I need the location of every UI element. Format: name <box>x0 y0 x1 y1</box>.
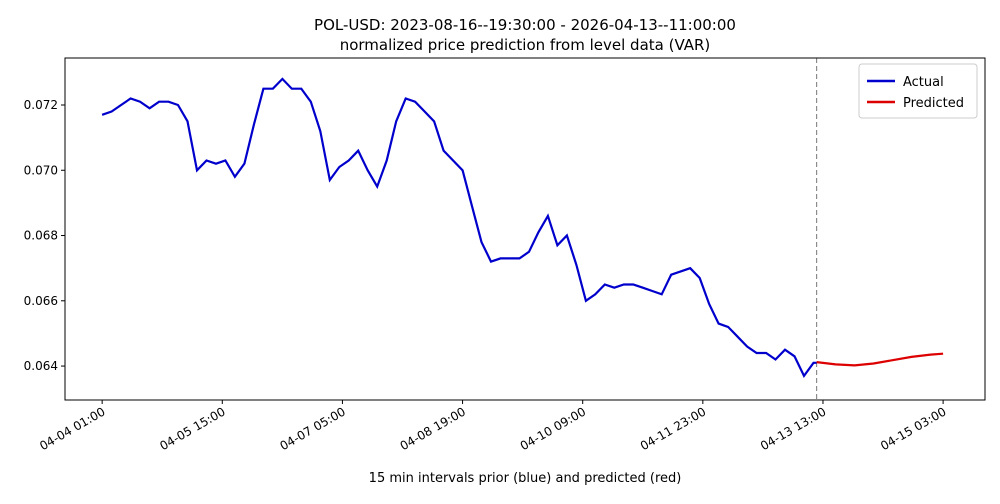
series-line <box>101 77 817 379</box>
x-tick-label: 04-13 13:00 <box>758 404 828 453</box>
x-tick-label: 04-08 19:00 <box>398 404 468 453</box>
y-tick-label: 0.068 <box>24 229 58 243</box>
y-tick-label: 0.066 <box>24 294 58 308</box>
y-tick-label: 0.070 <box>24 163 58 177</box>
x-tick-label: 04-15 03:00 <box>878 404 948 453</box>
x-tick-label: 04-05 15:00 <box>157 404 227 453</box>
legend-label: Predicted <box>903 96 964 111</box>
x-tick-label: 04-11 23:00 <box>638 404 708 453</box>
chart-subtitle: normalized price prediction from level d… <box>340 36 711 54</box>
y-tick-label: 0.064 <box>24 359 58 373</box>
legend-box <box>858 63 978 119</box>
plot-frame <box>64 57 986 401</box>
chart-title: POL-USD: 2023-08-16--19:30:00 - 2026-04-… <box>314 16 736 34</box>
x-tick-label: 04-10 09:00 <box>518 404 588 453</box>
legend-label: Actual <box>903 75 944 90</box>
y-tick-label: 0.072 <box>24 98 58 112</box>
x-tick-label: 04-07 05:00 <box>277 404 347 453</box>
series-line <box>816 352 944 367</box>
x-axis-label: 15 min intervals prior (blue) and predic… <box>369 471 682 486</box>
x-tick-label: 04-04 01:00 <box>37 404 107 453</box>
